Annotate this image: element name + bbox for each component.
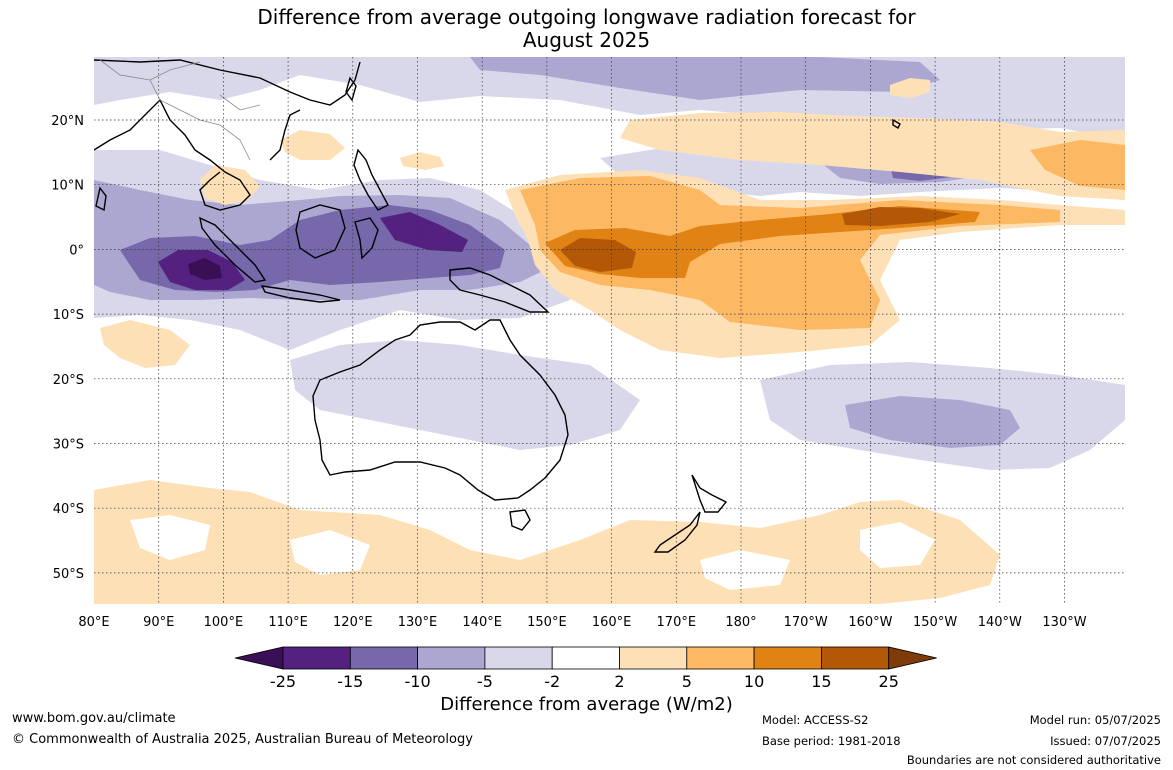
colorbar-segment bbox=[417, 646, 486, 670]
coastlines bbox=[94, 59, 901, 553]
anomaly-pos-southwest-indian bbox=[100, 320, 190, 368]
borneo-outline bbox=[295, 204, 346, 259]
hawaii-outline bbox=[892, 118, 901, 129]
longitude-label: 80°E bbox=[78, 615, 109, 630]
colorbar-extend-high bbox=[888, 646, 937, 670]
colorbar-segment bbox=[619, 646, 688, 670]
colorbar-tick-label: -5 bbox=[477, 672, 493, 691]
country-borders bbox=[99, 59, 261, 161]
longitude-label: 160°W bbox=[848, 615, 892, 630]
longitude-labels: 80°E 90°E 100°E 110°E 120°E 130°E 140°E 150°E 16… bbox=[78, 615, 1086, 630]
anomaly-pos-hawaii-west bbox=[890, 78, 930, 98]
taiwan-outline bbox=[345, 76, 357, 102]
colorbar-tick-label: -2 bbox=[544, 672, 560, 691]
colorbar-tick-labels: -25 -15 -10 -5 -2 2 5 10 15 25 bbox=[270, 672, 899, 691]
longitude-label: 120°E bbox=[333, 615, 373, 630]
footer-website: www.bom.gov.au/climate bbox=[12, 711, 176, 726]
footer-model-run: Model run: 05/07/2025 bbox=[1029, 713, 1161, 727]
latitude-label: 50°S bbox=[53, 567, 84, 582]
footer-model: Model: ACCESS-S2 bbox=[762, 713, 869, 727]
longitude-label: 160°E bbox=[592, 615, 632, 630]
longitude-label: 140°W bbox=[978, 615, 1022, 630]
anomaly-pos-north-pacific-core bbox=[1030, 140, 1125, 190]
anomaly-neg-australia bbox=[290, 340, 640, 450]
longitude-label: 130°W bbox=[1042, 615, 1086, 630]
latitude-label: 40°S bbox=[53, 502, 84, 517]
sumatra-outline bbox=[199, 216, 267, 283]
colorbar-segment bbox=[484, 646, 553, 670]
anomaly-pos-north-pacific bbox=[620, 112, 1125, 200]
australia-outline bbox=[312, 319, 569, 501]
latitude-labels: 20°N 10°N 0° 10°S 20°S 30°S 40°S 50°S bbox=[51, 114, 84, 582]
footer-disclaimer: Boundaries are not considered authoritat… bbox=[906, 753, 1161, 767]
java-outline bbox=[260, 285, 341, 303]
colorbar-tick-label: -10 bbox=[405, 672, 431, 691]
anomaly-gap-southern-ocean-4 bbox=[860, 522, 935, 568]
longitude-label: 100°E bbox=[204, 615, 244, 630]
footer-copyright: © Commonwealth of Australia 2025, Austra… bbox=[12, 732, 473, 747]
sulawesi-outline bbox=[354, 217, 379, 260]
colorbar-title: Difference from average (W/m2) bbox=[440, 694, 733, 715]
colorbar-tick-label: 25 bbox=[879, 672, 899, 691]
latitude-label: 20°S bbox=[53, 373, 84, 388]
colorbar-segment bbox=[349, 646, 418, 670]
asia-borders bbox=[99, 59, 261, 161]
colorbar-segment bbox=[551, 646, 620, 670]
anomaly-pos-equatorial-peak-2 bbox=[842, 207, 960, 226]
longitude-label: 150°W bbox=[913, 615, 957, 630]
anomaly-gap-southern-ocean-3 bbox=[700, 550, 790, 590]
colorbar-segment bbox=[753, 646, 822, 670]
sri-lanka-outline bbox=[95, 186, 107, 212]
colorbar-tick-label: 15 bbox=[811, 672, 831, 691]
longitude-label: 110°E bbox=[268, 615, 308, 630]
anomaly-neg-maritime-core-2 bbox=[380, 212, 468, 252]
asia-mainland-outline bbox=[94, 59, 361, 211]
colorbar-tick-label: 10 bbox=[744, 672, 764, 691]
anomaly-gap-southern-ocean-2 bbox=[290, 530, 370, 575]
new-zealand-north-outline bbox=[691, 474, 728, 513]
longitude-label: 170°E bbox=[657, 615, 697, 630]
colorbar-segment bbox=[282, 646, 351, 670]
anomaly-gap-southern-ocean-1 bbox=[130, 515, 210, 560]
new-guinea-outline bbox=[449, 267, 550, 313]
anomaly-neg-indian-ocean-peak bbox=[188, 258, 222, 280]
longitude-label: 170°W bbox=[784, 615, 828, 630]
latitude-label: 10°S bbox=[53, 308, 84, 323]
colorbar-tick-label: -15 bbox=[337, 672, 363, 691]
anomaly-neg-southeast-pacific-core bbox=[845, 396, 1020, 448]
anomaly-pos-equatorial-peak bbox=[560, 238, 636, 272]
new-zealand-south-outline bbox=[653, 511, 701, 553]
latitude-label: 20°N bbox=[51, 114, 84, 129]
colorbar-tick-label: 5 bbox=[682, 672, 692, 691]
anomaly-pos-south-china-sea bbox=[280, 130, 345, 160]
philippines-outline bbox=[353, 148, 389, 211]
colorbar-segment bbox=[821, 646, 890, 670]
latitude-label: 0° bbox=[69, 243, 84, 258]
longitude-label: 150°E bbox=[527, 615, 567, 630]
anomaly-pos-philippine-sea bbox=[400, 152, 444, 170]
map-title-line-1: Difference from average outgoing longwav… bbox=[257, 5, 916, 29]
footer-issued: Issued: 07/07/2025 bbox=[1050, 734, 1161, 748]
anomaly-neg-north-core bbox=[470, 57, 940, 100]
longitude-label: 140°E bbox=[462, 615, 502, 630]
colorbar-tick-label: 2 bbox=[614, 672, 624, 691]
longitude-label: 180° bbox=[725, 615, 756, 630]
graticule bbox=[94, 57, 1125, 604]
colorbar-extend-low bbox=[234, 646, 284, 670]
colorbar bbox=[234, 646, 937, 670]
longitude-label: 130°E bbox=[398, 615, 438, 630]
anomaly-field bbox=[94, 57, 1125, 604]
latitude-label: 30°S bbox=[53, 438, 84, 453]
footer-base-period: Base period: 1981-2018 bbox=[762, 734, 901, 748]
tasmania-outline bbox=[509, 509, 531, 531]
colorbar-tick-label: -25 bbox=[270, 672, 296, 691]
latitude-label: 10°N bbox=[51, 179, 84, 194]
map-title-line-2: August 2025 bbox=[522, 28, 651, 52]
longitude-label: 90°E bbox=[143, 615, 174, 630]
colorbar-segment bbox=[686, 646, 755, 670]
